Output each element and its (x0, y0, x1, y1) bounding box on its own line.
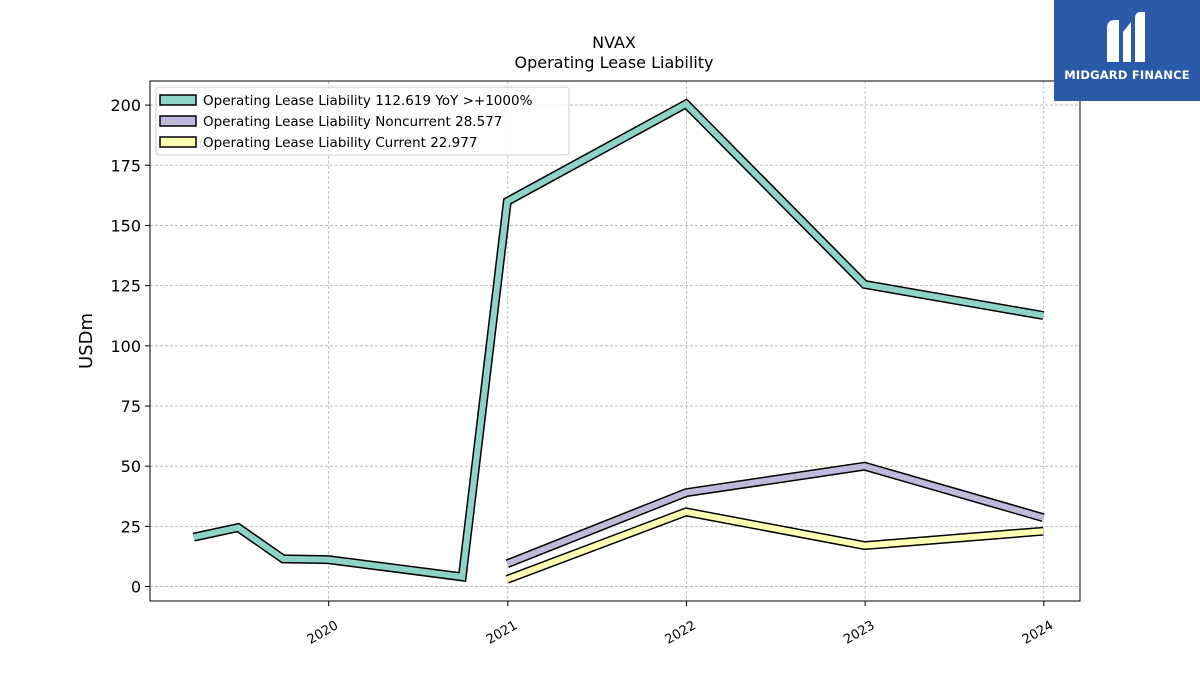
legend-label: Operating Lease Liability 112.619 YoY >+… (203, 93, 533, 109)
legend-label: Operating Lease Liability Current 22.977 (203, 135, 477, 151)
y-tick-label: 0 (131, 578, 141, 597)
midgard-finance-logo: MIDGARD FINANCE (1054, 0, 1200, 101)
legend-swatch (159, 136, 197, 148)
series-line-3 (506, 508, 1044, 583)
y-axis-label: USDm (76, 313, 97, 369)
x-tick-label: 2024 (1020, 618, 1056, 648)
x-tick-label: 2022 (663, 618, 699, 648)
series-lines (192, 98, 1045, 584)
x-tick-label: 2023 (841, 618, 877, 648)
legend-swatch (159, 115, 197, 127)
x-tick-label: 2020 (305, 618, 341, 648)
series-line-outline-1 (192, 98, 1045, 582)
y-tick-label: 125 (110, 277, 141, 296)
midgard-m-logo-icon (1107, 12, 1145, 62)
y-tick-label: 50 (121, 457, 141, 476)
legend-label: Operating Lease Liability Noncurrent 28.… (203, 114, 502, 130)
legend-swatch (159, 94, 197, 106)
x-axis-ticks: 2020 2021 2022 2023 2024 (305, 601, 1056, 648)
x-tick-label: 2021 (484, 618, 520, 648)
y-axis-ticks: 0 25 50 75 100 125 150 175 200 (110, 96, 150, 597)
logo-text: MIDGARD FINANCE (1064, 68, 1190, 82)
chart-subtitle: Operating Lease Liability (514, 53, 713, 72)
plot-frame (149, 80, 1081, 602)
legend: Operating Lease Liability 112.619 YoY >+… (155, 86, 570, 156)
series-line-outline-3 (505, 507, 1044, 584)
y-tick-label: 100 (110, 337, 141, 356)
y-tick-label: 75 (121, 397, 141, 416)
y-tick-label: 25 (121, 517, 141, 536)
y-tick-label: 150 (110, 216, 141, 235)
series-line-2 (506, 463, 1045, 567)
series-line-1 (192, 100, 1044, 581)
grid-lines (150, 81, 1080, 601)
y-tick-label: 175 (110, 156, 141, 175)
legend-box (155, 86, 570, 156)
y-tick-label: 200 (110, 96, 141, 115)
chart-title: NVAX (592, 33, 636, 52)
